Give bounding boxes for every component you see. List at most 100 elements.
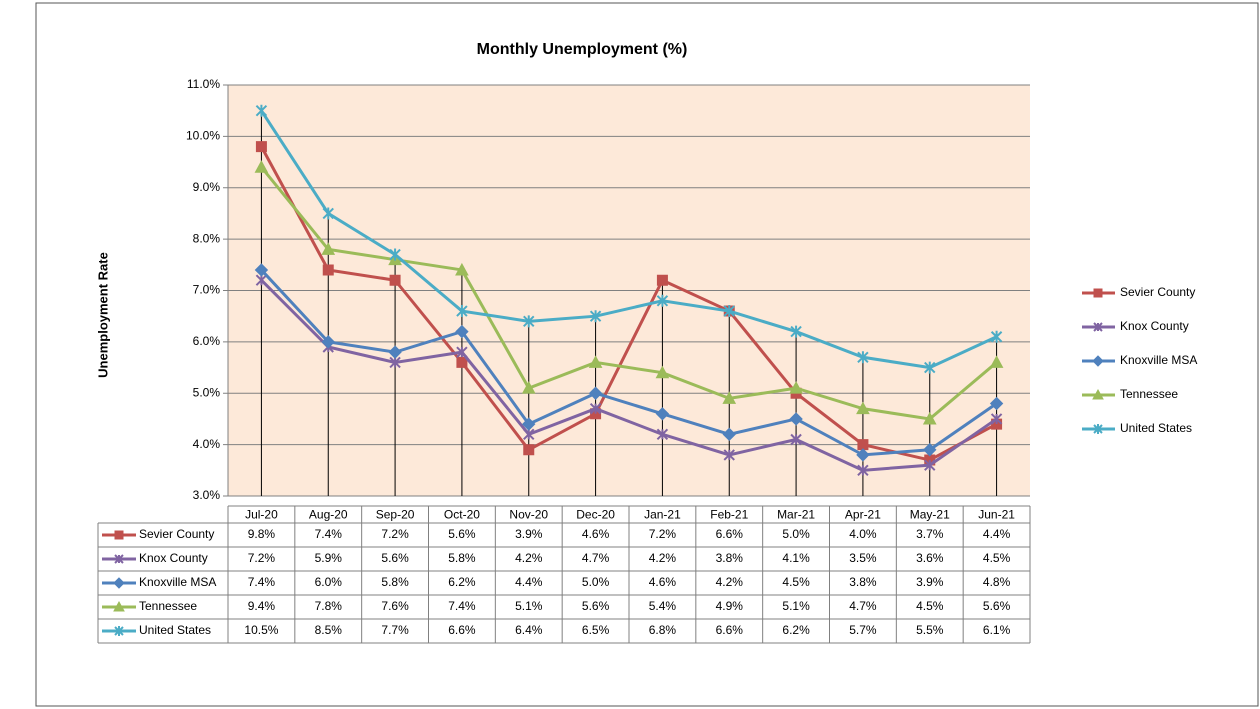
marker	[789, 381, 803, 394]
table-cell: 6.0%	[315, 575, 343, 589]
table-cell: 6.8%	[649, 623, 677, 637]
legend-label: Knoxville MSA	[1120, 353, 1197, 367]
table-cell: 5.6%	[582, 599, 610, 613]
marker	[990, 330, 1003, 343]
table-cell: 7.2%	[248, 551, 276, 565]
series-line	[260, 145, 998, 462]
y-tick-label: 3.0%	[193, 488, 221, 502]
table-cell: 3.6%	[916, 551, 944, 565]
marker	[389, 248, 401, 261]
y-tick-label: 10.0%	[186, 129, 220, 143]
table-cell: 7.7%	[381, 623, 409, 637]
marker	[990, 413, 1003, 425]
table-header: Dec-20	[576, 508, 615, 522]
table-cell: 5.6%	[983, 599, 1011, 613]
table-cell: 5.8%	[448, 551, 476, 565]
table-cell: 5.4%	[649, 599, 677, 613]
table-cell: 5.1%	[515, 599, 543, 613]
table-cell: 6.5%	[582, 623, 610, 637]
y-tick-label: 6.0%	[193, 334, 221, 348]
table-cell: 5.6%	[381, 551, 409, 565]
marker	[114, 626, 124, 636]
marker	[455, 262, 469, 276]
marker	[656, 274, 668, 286]
table-cell: 6.6%	[716, 527, 744, 541]
table-row-label: Knox County	[139, 551, 208, 565]
series-line	[260, 166, 998, 421]
table-cell: 4.6%	[649, 575, 677, 589]
marker	[656, 428, 669, 441]
table-cell: 7.2%	[649, 527, 677, 541]
table-cell: 4.6%	[582, 527, 610, 541]
table-cell: 4.9%	[716, 599, 744, 613]
y-tick-label: 11.0%	[187, 77, 220, 91]
table-row-label: Knoxville MSA	[139, 575, 216, 589]
table-header: Jun-21	[978, 508, 1015, 522]
marker	[522, 417, 536, 431]
marker	[1093, 322, 1103, 332]
marker	[655, 365, 670, 379]
marker	[989, 355, 1004, 368]
marker	[856, 401, 870, 415]
table-cell: 5.8%	[381, 575, 409, 589]
marker	[1092, 355, 1104, 367]
table-cell: 5.0%	[782, 527, 810, 541]
table-cell: 3.9%	[916, 575, 944, 589]
marker	[322, 264, 334, 276]
marker	[856, 448, 870, 462]
table-header: Oct-20	[444, 508, 480, 522]
marker	[254, 160, 269, 173]
table-cell: 10.5%	[244, 623, 278, 637]
table-cell: 5.1%	[782, 599, 810, 613]
chart-title: Monthly Unemployment (%)	[477, 41, 688, 58]
y-tick-label: 9.0%	[193, 180, 221, 194]
marker	[723, 449, 735, 461]
marker	[114, 530, 124, 540]
y-tick-label: 8.0%	[193, 231, 221, 245]
table-header: Jan-21	[644, 508, 681, 522]
marker	[322, 207, 334, 220]
marker	[523, 315, 535, 328]
table-row-label: Sevier County	[139, 527, 214, 541]
series-line	[260, 109, 998, 370]
table-cell: 5.6%	[448, 527, 476, 541]
table-cell: 6.6%	[716, 623, 744, 637]
marker	[456, 346, 468, 358]
table-cell: 4.8%	[983, 575, 1011, 589]
table-cell: 4.5%	[916, 599, 944, 613]
marker	[389, 274, 401, 286]
marker	[857, 464, 869, 477]
legend-label: Tennessee	[1120, 387, 1178, 401]
marker	[857, 351, 869, 364]
table-cell: 5.7%	[849, 623, 877, 637]
marker	[389, 356, 401, 369]
table-cell: 7.4%	[448, 599, 476, 613]
table-cell: 6.1%	[983, 623, 1011, 637]
marker	[114, 554, 124, 564]
table-cell: 6.6%	[448, 623, 476, 637]
chart-frame	[35, 2, 1259, 707]
marker	[523, 428, 535, 441]
table-cell: 4.2%	[716, 575, 744, 589]
table-cell: 4.2%	[515, 551, 543, 565]
marker	[456, 356, 468, 368]
table-cell: 3.8%	[849, 575, 877, 589]
marker	[321, 335, 335, 349]
table-cell: 3.9%	[515, 527, 543, 541]
y-tick-label: 4.0%	[193, 437, 221, 451]
table-cell: 4.4%	[983, 527, 1011, 541]
marker	[923, 443, 937, 457]
table-cell: 3.7%	[916, 527, 944, 541]
marker	[588, 386, 603, 400]
y-tick-label: 5.0%	[193, 385, 221, 399]
table-cell: 6.2%	[782, 623, 810, 637]
marker	[455, 324, 469, 339]
marker	[1093, 424, 1103, 434]
table-cell: 3.8%	[716, 551, 744, 565]
marker	[790, 433, 802, 446]
table-cell: 9.8%	[248, 527, 276, 541]
table-header: Apr-21	[845, 508, 881, 522]
table-cell: 9.4%	[248, 599, 276, 613]
y-tick-label: 7.0%	[193, 283, 221, 297]
